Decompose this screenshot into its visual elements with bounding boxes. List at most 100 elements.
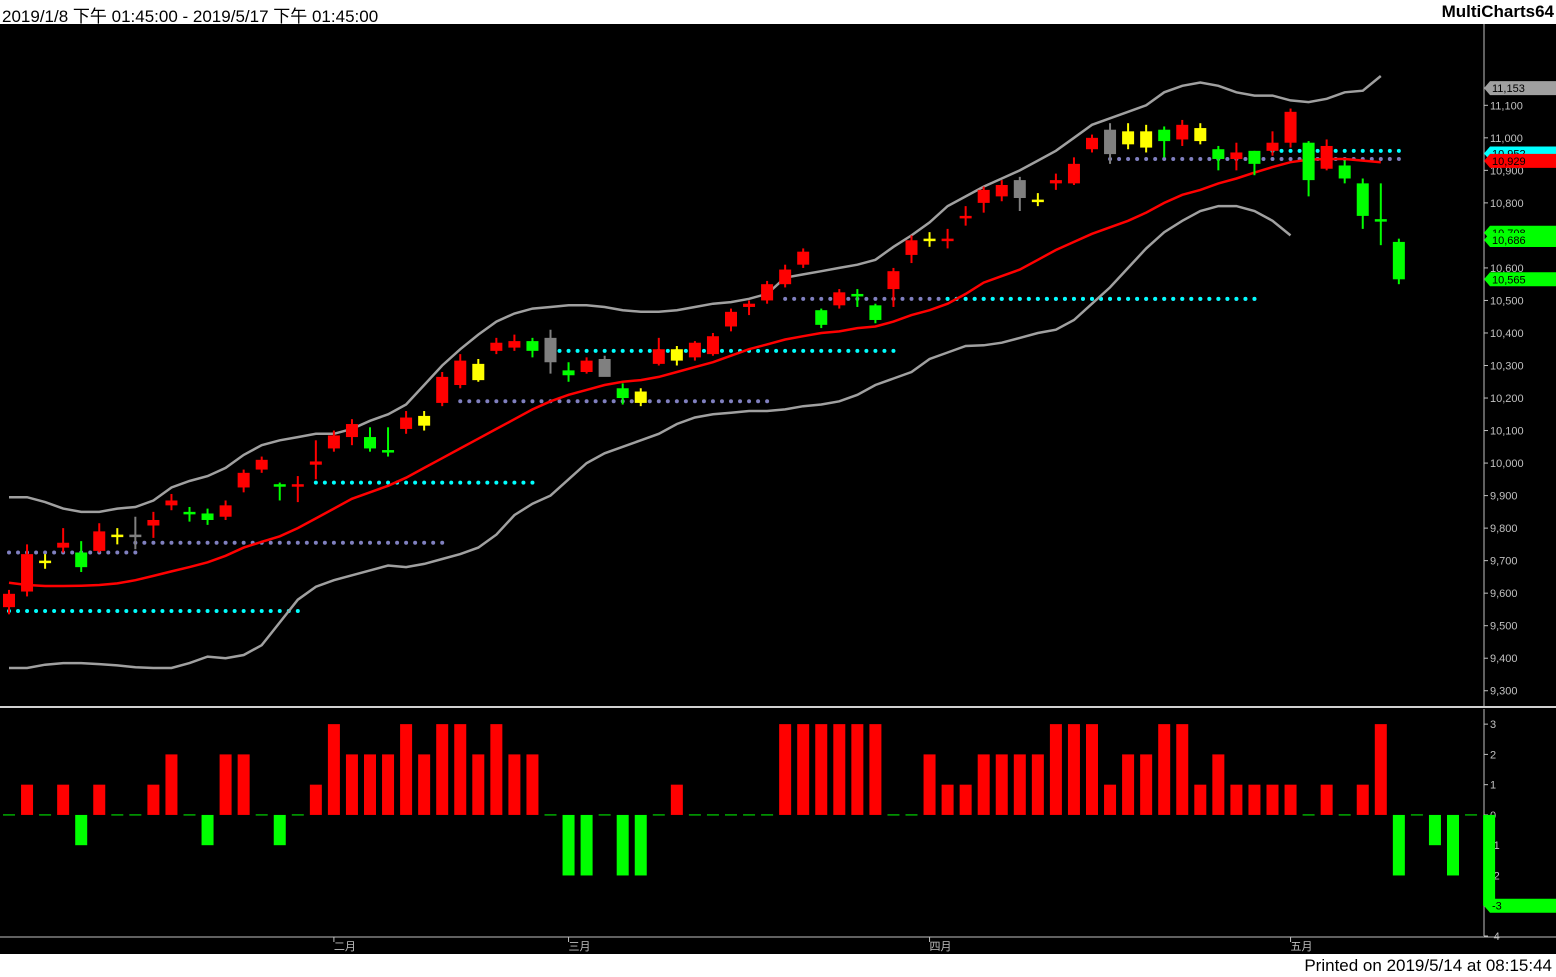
histogram-bar: [1483, 814, 1496, 906]
level-dot: [512, 399, 517, 404]
candle: [201, 508, 214, 525]
app-name: MultiCharts64: [1441, 2, 1554, 21]
candle-body: [779, 269, 792, 285]
price-axis-tick-label: 10,200: [1490, 393, 1524, 405]
level-dot: [196, 540, 201, 545]
candle: [544, 329, 557, 374]
level-dot: [196, 609, 201, 614]
candle: [941, 228, 954, 249]
level-dot: [1171, 156, 1176, 161]
level-dot: [485, 399, 490, 404]
chart-canvas[interactable]: 9,300 9,400 9,500 9,600 9,700 9,800 9,900 10,00…: [0, 24, 1556, 954]
histogram-bar: [382, 754, 395, 815]
level-dot: [277, 609, 282, 614]
level-dot: [1171, 296, 1176, 301]
candle: [598, 355, 611, 377]
price-axis-tick-label: 9,700: [1490, 556, 1518, 568]
candle: [670, 345, 683, 366]
candle-body: [508, 341, 521, 348]
level-dot: [891, 348, 896, 353]
level-dot: [738, 399, 743, 404]
candle: [508, 334, 521, 351]
histogram-bar: [237, 754, 250, 815]
candle: [905, 235, 918, 264]
level-dot: [566, 348, 571, 353]
candle: [1176, 119, 1189, 146]
histogram-bar: [941, 784, 954, 815]
candle: [959, 206, 972, 226]
level-dot: [340, 540, 345, 545]
level-dot: [701, 399, 706, 404]
candle: [1031, 193, 1044, 207]
candle-body: [1356, 183, 1369, 216]
histogram-bar: [797, 724, 810, 815]
level-dot: [530, 480, 535, 485]
candle: [382, 427, 395, 457]
candle-body: [526, 341, 539, 351]
candle: [977, 186, 990, 213]
histogram-value-tag-label: -3: [1492, 901, 1502, 913]
level-dot: [1288, 156, 1293, 161]
histogram-bar: [309, 784, 322, 815]
price-pane[interactable]: 9,300 9,400 9,500 9,600 9,700 9,800 9,900 10,00…: [3, 24, 1556, 707]
level-dot: [440, 480, 445, 485]
level-dot: [467, 480, 472, 485]
candle: [147, 511, 160, 538]
price-axis-tick-label: 10,500: [1490, 295, 1524, 307]
candle: [1140, 124, 1153, 153]
histogram-bar: [634, 814, 647, 876]
level-dot: [774, 348, 779, 353]
candle-body: [472, 363, 485, 381]
candle-body: [237, 472, 250, 488]
level-dot: [936, 296, 941, 301]
candle-body: [670, 349, 683, 361]
candle: [869, 303, 882, 324]
candle-body: [1194, 128, 1207, 142]
candle-body: [580, 360, 593, 373]
level-dot: [575, 348, 580, 353]
histogram-bar: [219, 754, 232, 815]
level-dot: [88, 550, 93, 555]
candle-body: [1176, 124, 1189, 140]
level-dot: [1378, 156, 1383, 161]
level-dot: [277, 540, 282, 545]
histogram-pane[interactable]: 3210-1-2-4-3: [3, 709, 1556, 943]
level-dot: [25, 609, 30, 614]
candle-body: [1067, 163, 1080, 184]
candle-body: [165, 500, 178, 506]
level-dot: [846, 348, 851, 353]
histogram-bar: [1049, 724, 1062, 815]
price-value-tag-label: 10,565: [1492, 274, 1526, 286]
candle-body: [833, 292, 846, 306]
level-dot: [268, 540, 273, 545]
level-dot: [413, 540, 418, 545]
candle-body: [544, 337, 557, 363]
level-dot: [214, 609, 219, 614]
level-dot: [656, 399, 661, 404]
histogram-bar: [93, 784, 106, 815]
time-axis-month-label: 二月: [334, 941, 356, 953]
candle-body: [111, 534, 124, 538]
histogram-bar: [851, 724, 864, 815]
candle: [129, 516, 142, 550]
level-dot: [828, 348, 833, 353]
histogram-bar: [1194, 784, 1207, 815]
candle: [1248, 150, 1261, 176]
candle-body: [634, 391, 647, 403]
histogram-bar: [1067, 724, 1080, 815]
candle: [634, 388, 647, 407]
candle-body: [1104, 129, 1117, 155]
level-dot: [701, 348, 706, 353]
level-dot: [232, 609, 237, 614]
level-dot: [1017, 296, 1022, 301]
level-dot: [819, 296, 824, 301]
level-dot: [1117, 296, 1122, 301]
candle-body: [273, 484, 286, 487]
level-dot: [1162, 156, 1167, 161]
candle: [454, 354, 467, 389]
candle-body: [1338, 165, 1351, 179]
level-dot: [1071, 296, 1076, 301]
level-dot: [205, 540, 210, 545]
level-dot: [855, 348, 860, 353]
level-dot: [124, 609, 129, 614]
